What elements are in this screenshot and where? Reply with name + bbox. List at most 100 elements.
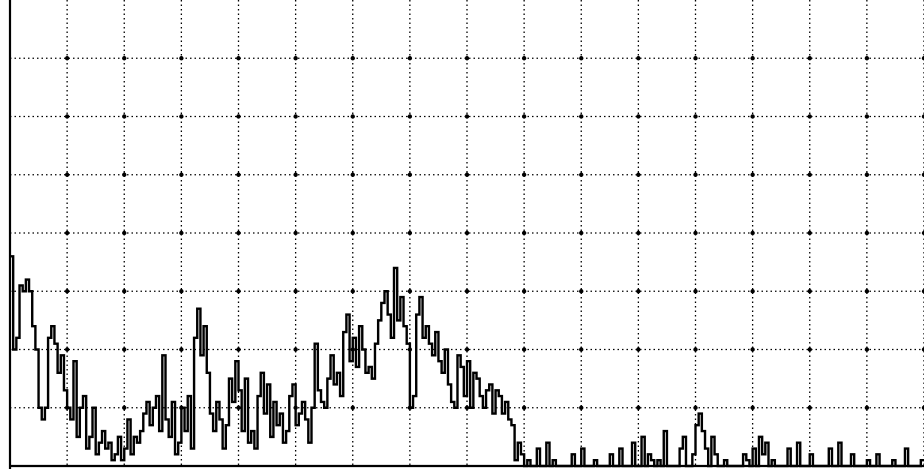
grid-intersection-dot [350,172,355,177]
grid-intersection-dot [693,230,698,236]
grid-intersection-dot [236,289,241,294]
grid-intersection-dot [693,56,698,61]
grid-intersection-dot [807,405,812,410]
grid-intersection-dot [521,230,527,236]
grid-intersection-dot [750,289,755,294]
grid-intersection-dot [179,56,184,61]
grid-intersection-dot [864,230,870,236]
grid-intersection-dot [579,289,584,294]
grid-intersection-dot [179,172,184,177]
grid-intersection-dot [636,289,641,294]
grid-intersection-dot [750,172,755,177]
grid-intersection-dot [636,114,641,119]
grid-intersection-dot [293,56,298,61]
grid-intersection-dot [122,405,127,410]
grid-intersection-dot [407,114,413,119]
grid-intersection-dot [122,114,127,119]
grid-intersection-dot [64,347,70,352]
grid-intersection-dot [407,230,413,236]
grid-intersection-dot [636,172,641,177]
grid-intersection-dot [693,172,698,177]
grid-intersection-dot [350,230,355,236]
grid-intersection-dot [293,230,298,236]
grid-intersection-dot [750,347,755,352]
grid-intersection-dot [807,289,812,294]
grid-intersection-dot [464,230,470,236]
grid-intersection-dot [750,56,755,61]
grid-intersection-dot [464,56,470,61]
grid-intersection-dot [521,172,527,177]
grid-intersection-dot [122,56,127,61]
grid-intersection-dot [864,114,870,119]
grid-intersection-dot [521,405,527,410]
grid-intersection-dot [579,230,584,236]
grid-intersection-dot [464,347,470,352]
grid-intersection-dot [293,114,298,119]
grid-intersection-dot [521,114,527,119]
grid-intersection-dot [921,289,924,294]
grid-intersection-dot [293,347,298,352]
grid-intersection-dot [293,172,298,177]
grid-intersection-dot [921,172,924,177]
grid-intersection-dot [579,114,584,119]
grid-intersection-dot [236,172,241,177]
grid-intersection-dot [693,114,698,119]
grid-intersection-dot [64,289,70,294]
grid-intersection-dot [579,56,584,61]
grid-intersection-dot [579,405,584,410]
grid-intersection-dot [864,347,870,352]
grid-intersection-dot [64,172,70,177]
grid-intersection-dot [921,230,924,236]
grid-intersection-dot [807,230,812,236]
grid-intersection-dot [236,405,241,410]
grid-intersection-dot [350,405,355,410]
grid-intersection-dot [921,347,924,352]
grid-intersection-dot [122,347,127,352]
grid-intersection-dot [693,405,698,410]
grid-intersection-dot [693,347,698,352]
grid-intersection-dot [807,114,812,119]
grid-intersection-dot [236,347,241,352]
grid-intersection-dot [579,172,584,177]
grid-intersection-dot [636,405,641,410]
grid-intersection-dot [122,289,127,294]
grid-intersection-dot [64,114,70,119]
grid-intersection-dot [921,56,924,61]
grid-intersection-dot [636,347,641,352]
series-line-0 [10,255,924,468]
grid-intersection-dot [807,347,812,352]
grid-intersection-dot [864,56,870,61]
grid-intersection-dot [464,172,470,177]
grid-intersection-dot [636,230,641,236]
grid-intersection-dot [579,347,584,352]
grid-intersection-dot [350,56,355,61]
grid-intersection-dot [464,114,470,119]
series-layer [10,255,924,468]
grid-intersection-dot [921,405,924,410]
grid-intersection-dot [864,289,870,294]
grid-intersection-dot [350,114,355,119]
grid-intersection-dot [750,405,755,410]
grid-intersection-dot [236,114,241,119]
grid-intersection-dot [921,114,924,119]
grid-intersection-dot [521,289,527,294]
grid-intersection-dot [407,56,413,61]
grid-intersection-dot [179,114,184,119]
grid-intersection-dot [179,347,184,352]
grid-intersection-dot [521,56,527,61]
grid-intersection-dot [750,114,755,119]
grid-intersection-dot [293,289,298,294]
grid-intersection-dot [693,289,698,294]
grid-intersection-dot [864,172,870,177]
grid-intersection-dot [407,289,413,294]
grid-intersection-dot [636,56,641,61]
grid-intersection-dot [179,230,184,236]
grid-intersection-dot [236,56,241,61]
grid-intersection-dot [521,347,527,352]
grid-intersection-dot [122,172,127,177]
grid-intersection-dot [407,172,413,177]
grid-intersection-dot [750,230,755,236]
grid-intersection-dot [179,289,184,294]
